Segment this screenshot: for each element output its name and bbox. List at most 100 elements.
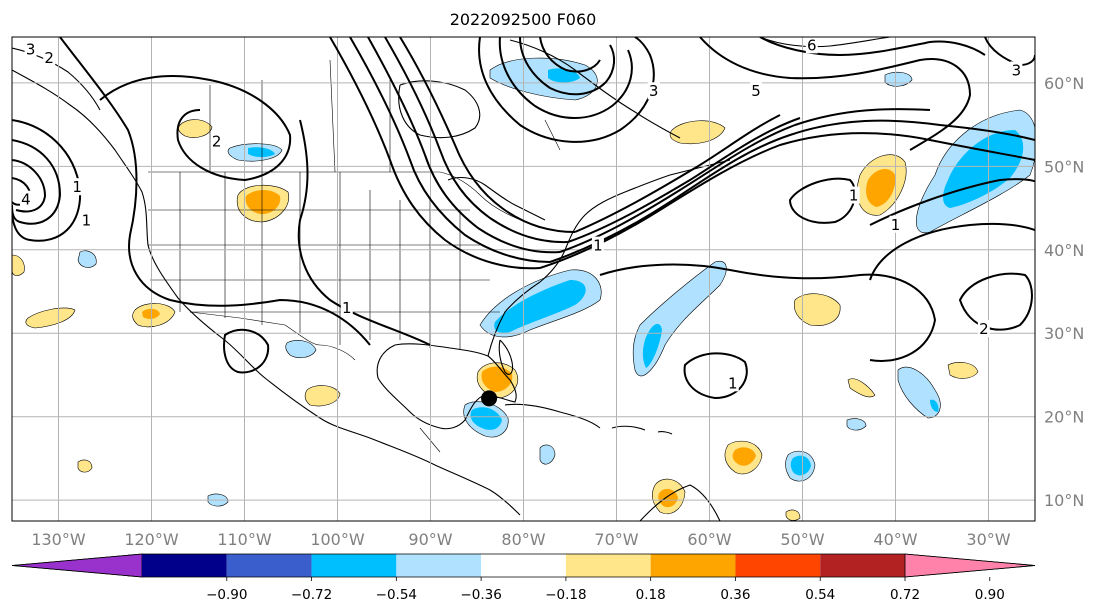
fill-pacific-warm-2 [25,307,76,329]
contour-label: 3 [26,41,36,59]
fill-atlantic-22n-cold-deep [930,399,939,412]
mslp-contours [12,37,1035,400]
contour-label: 1 [72,178,82,196]
contour-us-6 [399,37,576,233]
contour-label: 4 [21,191,31,209]
fill-atlantic-10n-warm [785,509,801,521]
contour-greenland-2 [759,37,986,57]
contour-label: 1 [342,299,352,317]
fill-mexico-cold [285,340,317,359]
contour-label: 1 [728,374,738,392]
colorbar-swatch [396,554,482,577]
coastline-greenland [759,37,891,48]
contour-atlantic-jet-4 [567,117,801,243]
contour-label: 1 [593,237,603,255]
lon-tick-label: 130°W [31,530,86,549]
contour-label: 5 [751,82,761,100]
contour-atlantic-jet-3 [559,108,931,253]
colorbar-extend-low [11,553,143,578]
colorbar-tick-labels: −0.90 −0.72 −0.54 −0.36 −0.18 0.18 0.36 0.54 0.7… [206,577,1005,603]
colorbar-swatch [311,554,397,577]
lat-tick-label: 60°N [1044,74,1084,93]
gridlines [12,37,1035,521]
contour-label: 3 [1012,61,1022,79]
colorbar-tick-label: 0.90 [975,587,1005,603]
contour-label-bg [80,211,93,229]
fill-labrador-light [489,57,598,101]
contour-label-bg [1010,61,1023,79]
coastline-labrador [509,39,681,139]
contour-atlantic-jet-5 [574,114,781,233]
contour-label: 3 [649,82,659,100]
coastline-south-america [639,484,721,521]
fill-atlantic-32n-yellow [793,293,841,326]
contour-label-bg [19,190,32,208]
colorbar-tick-label: −0.90 [206,587,247,603]
colorbar-outline [11,553,1036,578]
lon-tick-label: 110°W [217,530,272,549]
contour-labrador-low-2 [498,37,633,119]
contour-east-atlantic-1 [869,178,1035,226]
colorbar-swatch [820,554,905,577]
contour-greenland-1 [699,37,972,151]
lat-tick-label: 50°N [1044,157,1084,176]
colorbar-tick-label: −0.54 [376,587,417,603]
border-us-mexico [189,311,356,361]
fill-gulf-warm-orange [481,366,513,392]
contour-label-bg [805,37,818,54]
contour-us-4 [367,37,561,254]
contour-label-bg [24,40,37,58]
lon-tick-label: 90°W [408,530,452,549]
contour-us-2 [329,37,541,270]
lat-tick-labels: 60°N 50°N 40°N 30°N 20°N 10°N [1044,74,1084,510]
fill-southeast-coast-deep [494,280,586,333]
contour-us-5 [384,37,569,244]
coastline-hispaniola [611,425,646,431]
lat-tick-label: 30°N [1044,324,1084,343]
storm-center-marker [481,390,498,407]
lat-tick-label: 10°N [1044,491,1084,510]
contour-label-bg [340,299,353,317]
contour-subtropical-1 [599,263,937,362]
fill-pacific-cold-1 [77,250,97,268]
contour-label: 1 [849,187,859,205]
contour-label: 6 [807,36,817,54]
colorbar-swatch [142,554,227,577]
contour-atlantic-jet-2 [549,119,1035,263]
contour-label: 1 [891,216,901,234]
map-frame [11,36,1036,522]
fill-atlantic-20n-cold [846,418,867,431]
lon-tick-label: 30°W [966,530,1010,549]
contour-west-ridge [59,37,371,346]
fill-pacific-warm-4 [77,459,93,473]
contour-label-bg [647,82,660,100]
fill-canada-cold-deep [248,147,275,157]
fill-atlantic-24n-warm [947,362,979,379]
contour-labrador-low-4 [539,37,601,73]
coastline-cuba [504,403,601,429]
fill-atlantic-45n-orange [866,168,896,207]
colorbar-swatch [735,554,821,577]
colorbar-swatch [650,554,736,577]
contour-label-bg [43,48,56,66]
lon-tick-label: 40°W [873,530,917,549]
fill-atlantic-15n-orange [732,447,756,466]
colorbar-tick-label: 0.72 [890,587,920,603]
fill-rockies-orange [245,190,281,215]
fill-atlantic-22n-warm [847,378,876,398]
lon-tick-label: 60°W [687,530,731,549]
lon-tick-labels: 130°W 120°W 110°W 100°W 90°W 80°W 70°W 60°W 50°W… [31,530,1010,549]
contour-label-bg [726,374,739,392]
contour-label: 2 [979,320,989,338]
contour-bc-low [99,75,292,182]
colorbar-tick-label: 0.54 [805,587,835,603]
coastline-north-america-west [12,69,521,516]
fill-caribbean-cold-1 [539,444,556,465]
fill-canada-warm-yellow [178,119,213,138]
contour-label-bg [210,132,223,150]
canada-provinces [209,59,561,173]
lat-tick-label: 20°N [1044,408,1084,427]
